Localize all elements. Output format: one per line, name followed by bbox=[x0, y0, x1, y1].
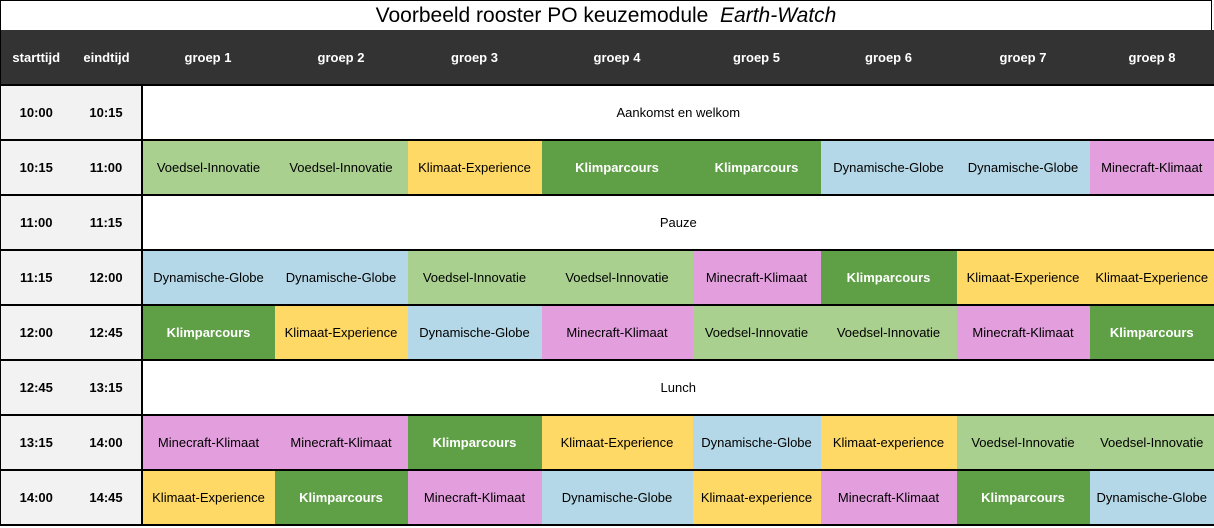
header-groep-3: groep 3 bbox=[407, 30, 542, 86]
activity-cell: Minecraft-Klimaat bbox=[1089, 140, 1214, 196]
activity-cell: Voedsel-Innovatie bbox=[956, 415, 1090, 471]
end-time: 11:00 bbox=[71, 140, 143, 196]
start-time: 12:00 bbox=[0, 305, 72, 361]
end-time: 14:45 bbox=[71, 470, 143, 526]
title-emphasis: Earth-Watch bbox=[720, 3, 837, 27]
activity-cell: Minecraft-Klimaat bbox=[956, 305, 1090, 361]
activity-cell: Klimparcours bbox=[956, 470, 1090, 526]
activity-cell: Klimaat-Experience bbox=[407, 140, 542, 196]
activity-cell: Klimaat-experience bbox=[692, 470, 821, 526]
activity-cell: Voedsel-Innovatie bbox=[541, 250, 693, 306]
break-cell: Lunch bbox=[141, 360, 1214, 416]
header-eindtijd: eindtijd bbox=[71, 30, 142, 86]
start-time: 11:15 bbox=[0, 250, 72, 306]
header-groep-8: groep 8 bbox=[1089, 30, 1214, 86]
activity-cell: Klimparcours bbox=[820, 250, 957, 306]
activity-cell: Minecraft-Klimaat bbox=[541, 305, 693, 361]
activity-cell: Klimparcours bbox=[274, 470, 408, 526]
activity-cell: Klimparcours bbox=[407, 415, 542, 471]
activity-cell: Voedsel-Innovatie bbox=[1089, 415, 1214, 471]
activity-cell: Minecraft-Klimaat bbox=[407, 470, 542, 526]
table-row: 10:15 11:00 Voedsel-Innovatie Voedsel-Innov… bbox=[0, 140, 1214, 196]
activity-cell: Minecraft-Klimaat bbox=[692, 250, 821, 306]
table-row: 11:00 11:15 Pauze bbox=[0, 195, 1214, 251]
title-prefix: Voorbeeld rooster PO keuzemodule bbox=[375, 3, 721, 27]
end-time: 13:15 bbox=[71, 360, 143, 416]
start-time: 12:45 bbox=[0, 360, 72, 416]
activity-cell: Voedsel-Innovatie bbox=[692, 305, 821, 361]
end-time: 11:15 bbox=[71, 195, 143, 251]
activity-cell: Klimparcours bbox=[541, 140, 693, 196]
activity-cell: Klimaat-Experience bbox=[541, 415, 693, 471]
header-groep-2: groep 2 bbox=[274, 30, 408, 86]
start-time: 10:00 bbox=[0, 84, 72, 141]
activity-cell: Klimparcours bbox=[692, 140, 821, 196]
activity-cell: Voedsel-Innovatie bbox=[274, 140, 408, 196]
table-row: 12:45 13:15 Lunch bbox=[0, 360, 1214, 416]
start-time: 14:00 bbox=[0, 470, 72, 526]
header-groep-1: groep 1 bbox=[141, 30, 275, 86]
break-cell: Aankomst en welkom bbox=[141, 84, 1214, 141]
activity-cell: Klimparcours bbox=[141, 305, 275, 361]
activity-cell: Klimparcours bbox=[1089, 305, 1214, 361]
end-time: 12:45 bbox=[71, 305, 143, 361]
end-time: 14:00 bbox=[71, 415, 143, 471]
schedule-title: Voorbeeld rooster PO keuzemodule Earth-W… bbox=[0, 0, 1212, 30]
table-row: 14:00 14:45 Klimaat-Experience Klimparcours… bbox=[0, 470, 1214, 526]
table-row: 13:15 14:00 Minecraft-Klimaat Minecraft-Kli… bbox=[0, 415, 1214, 471]
activity-cell: Klimaat-experience bbox=[820, 415, 957, 471]
table-row: 10:00 10:15 Aankomst en welkom bbox=[0, 84, 1214, 141]
header-row: starttijd eindtijd groep 1 groep 2 groep… bbox=[0, 30, 1214, 86]
schedule-table: starttijd eindtijd groep 1 groep 2 groep… bbox=[0, 30, 1214, 526]
activity-cell: Dynamische-Globe bbox=[692, 415, 821, 471]
header-groep-6: groep 6 bbox=[820, 30, 957, 86]
start-time: 10:15 bbox=[0, 140, 72, 196]
activity-cell: Dynamische-Globe bbox=[820, 140, 957, 196]
activity-cell: Dynamische-Globe bbox=[956, 140, 1090, 196]
activity-cell: Voedsel-Innovatie bbox=[407, 250, 542, 306]
activity-cell: Klimaat-Experience bbox=[274, 305, 408, 361]
activity-cell: Klimaat-Experience bbox=[141, 470, 275, 526]
end-time: 12:00 bbox=[71, 250, 143, 306]
header-groep-7: groep 7 bbox=[956, 30, 1090, 86]
activity-cell: Dynamische-Globe bbox=[541, 470, 693, 526]
activity-cell: Dynamische-Globe bbox=[407, 305, 542, 361]
table-row: 11:15 12:00 Dynamische-Globe Dynamische-Glo… bbox=[0, 250, 1214, 306]
activity-cell: Klimaat-Experience bbox=[1089, 250, 1214, 306]
activity-cell: Voedsel-Innovatie bbox=[141, 140, 275, 196]
activity-cell: Dynamische-Globe bbox=[274, 250, 408, 306]
header-groep-4: groep 4 bbox=[541, 30, 693, 86]
activity-cell: Dynamische-Globe bbox=[1089, 470, 1214, 526]
activity-cell: Minecraft-Klimaat bbox=[820, 470, 957, 526]
break-cell: Pauze bbox=[141, 195, 1214, 251]
schedule-body: 10:00 10:15 Aankomst en welkom 10:15 11:00 Vo… bbox=[0, 84, 1214, 526]
start-time: 13:15 bbox=[0, 415, 72, 471]
header-groep-5: groep 5 bbox=[692, 30, 821, 86]
start-time: 11:00 bbox=[0, 195, 72, 251]
end-time: 10:15 bbox=[71, 84, 143, 141]
activity-cell: Minecraft-Klimaat bbox=[274, 415, 408, 471]
header-starttijd: starttijd bbox=[0, 30, 72, 86]
table-row: 12:00 12:45 Klimparcours Klimaat-Experience… bbox=[0, 305, 1214, 361]
activity-cell: Dynamische-Globe bbox=[141, 250, 275, 306]
activity-cell: Voedsel-Innovatie bbox=[820, 305, 957, 361]
activity-cell: Minecraft-Klimaat bbox=[141, 415, 275, 471]
activity-cell: Klimaat-Experience bbox=[956, 250, 1090, 306]
